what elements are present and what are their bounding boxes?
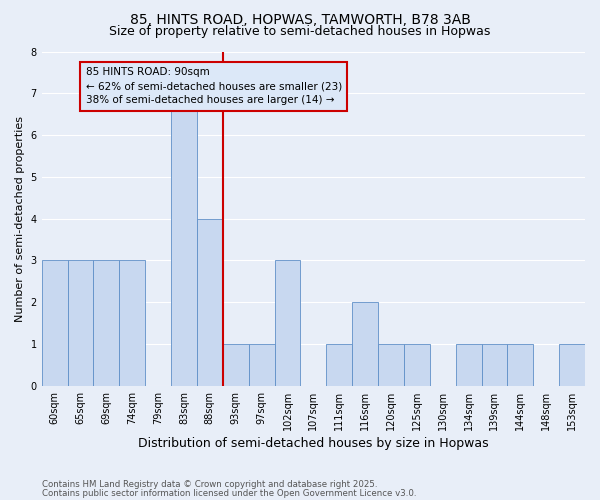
Text: Contains public sector information licensed under the Open Government Licence v3: Contains public sector information licen…: [42, 488, 416, 498]
Bar: [326, 344, 352, 386]
Bar: [404, 344, 430, 386]
Bar: [248, 344, 275, 386]
Text: 85, HINTS ROAD, HOPWAS, TAMWORTH, B78 3AB: 85, HINTS ROAD, HOPWAS, TAMWORTH, B78 3A…: [130, 12, 470, 26]
Bar: [275, 260, 301, 386]
Bar: [559, 344, 585, 386]
Y-axis label: Number of semi-detached properties: Number of semi-detached properties: [15, 116, 25, 322]
Text: 85 HINTS ROAD: 90sqm
← 62% of semi-detached houses are smaller (23)
38% of semi-: 85 HINTS ROAD: 90sqm ← 62% of semi-detac…: [86, 68, 342, 106]
Bar: [378, 344, 404, 386]
Bar: [508, 344, 533, 386]
Bar: [482, 344, 508, 386]
Bar: [41, 260, 68, 386]
Bar: [171, 94, 197, 386]
Bar: [68, 260, 94, 386]
Bar: [197, 218, 223, 386]
X-axis label: Distribution of semi-detached houses by size in Hopwas: Distribution of semi-detached houses by …: [138, 437, 488, 450]
Text: Contains HM Land Registry data © Crown copyright and database right 2025.: Contains HM Land Registry data © Crown c…: [42, 480, 377, 489]
Bar: [455, 344, 482, 386]
Bar: [223, 344, 248, 386]
Bar: [94, 260, 119, 386]
Bar: [119, 260, 145, 386]
Text: Size of property relative to semi-detached houses in Hopwas: Size of property relative to semi-detach…: [109, 25, 491, 38]
Bar: [352, 302, 378, 386]
